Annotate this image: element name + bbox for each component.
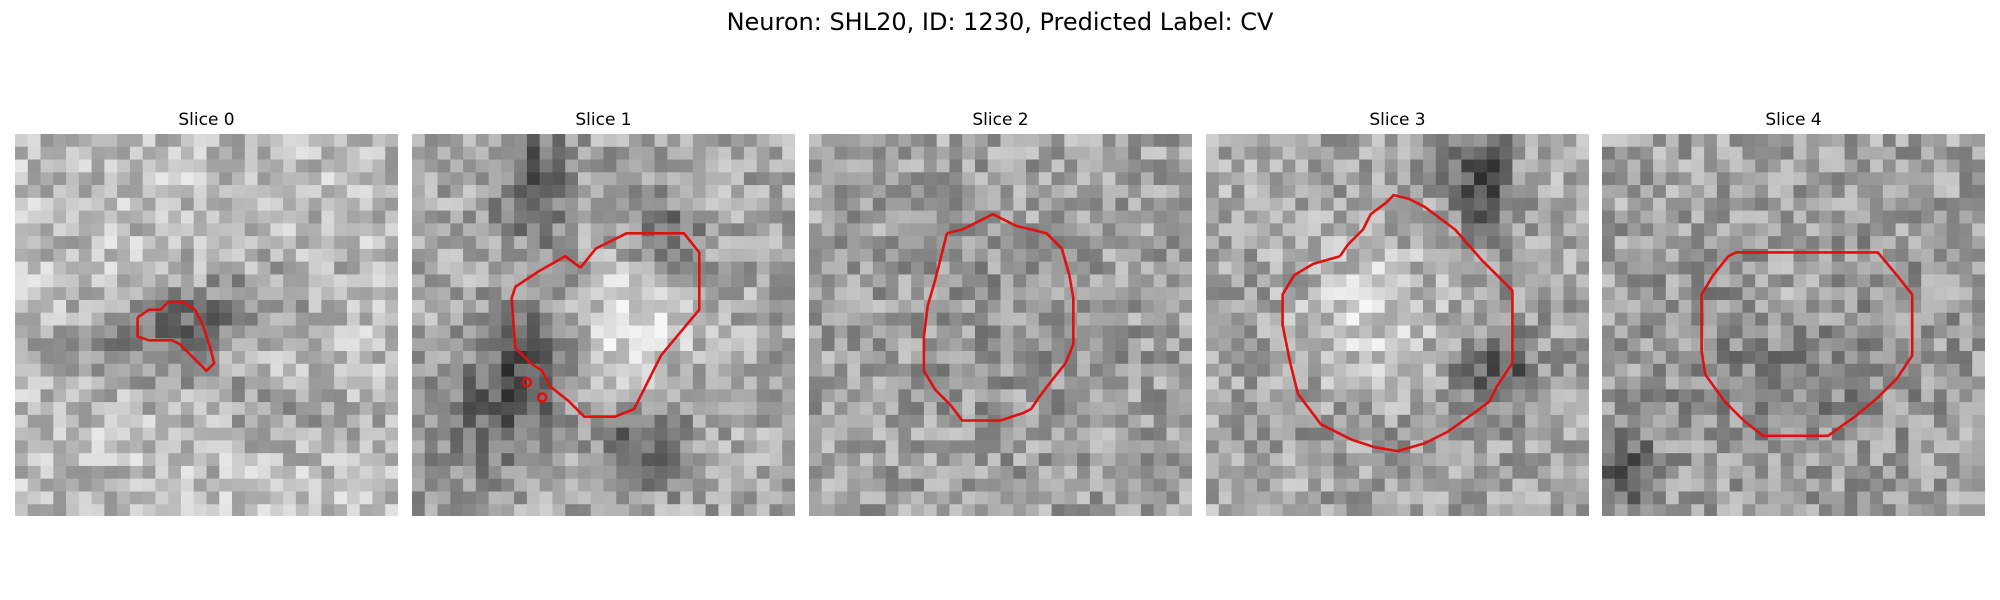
figure-title: Neuron: SHL20, ID: 1230, Predicted Label… xyxy=(726,8,1274,36)
slice-image xyxy=(15,134,398,516)
slice-image xyxy=(1206,134,1589,516)
roi-contour xyxy=(1281,193,1514,453)
slice-title: Slice 0 xyxy=(178,110,235,130)
slice-image xyxy=(412,134,795,516)
slice-image xyxy=(1602,134,1985,516)
roi-contour xyxy=(136,300,216,373)
slice-image xyxy=(809,134,1192,516)
roi-contour xyxy=(510,232,701,419)
slice-title: Slice 2 xyxy=(972,110,1029,130)
slice-title: Slice 1 xyxy=(575,110,632,130)
slice-title: Slice 4 xyxy=(1765,110,1822,130)
roi-contour xyxy=(922,212,1075,422)
slice-title: Slice 3 xyxy=(1369,110,1426,130)
roi-contour xyxy=(1700,251,1914,438)
